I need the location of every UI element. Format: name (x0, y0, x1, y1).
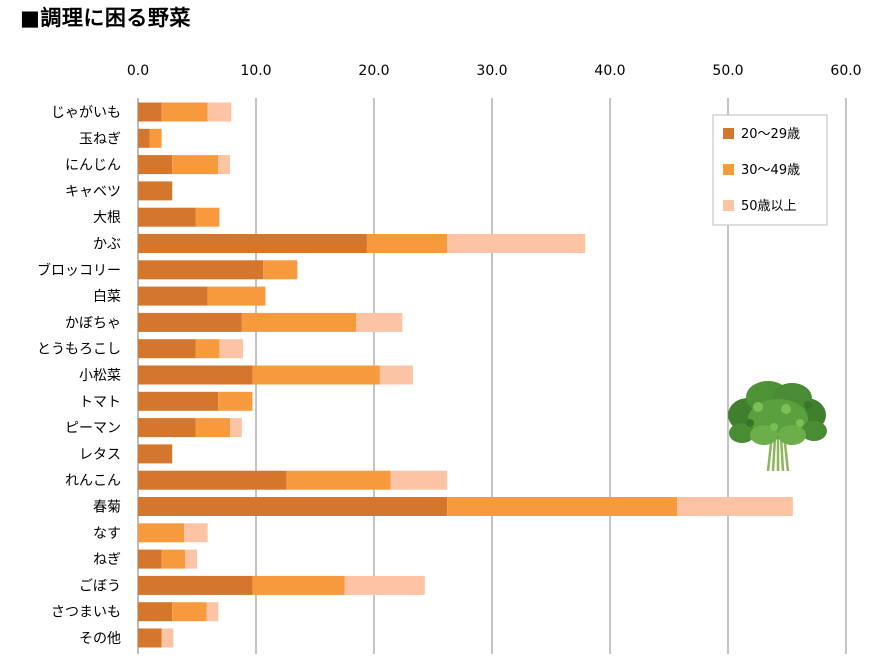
bar-segment-s1-c19 (172, 602, 207, 622)
category-label: ごぼう (79, 578, 121, 594)
bar-segment-s1-c18 (252, 575, 345, 595)
bar-segment-s0-c10 (138, 365, 253, 385)
category-label: とうもろこし (37, 342, 121, 358)
bar-segment-s1-c14 (286, 470, 391, 490)
category-label: かぼちゃ (65, 315, 121, 331)
x-tick-label: 10.0 (240, 63, 271, 79)
bar-segment-s1-c15 (447, 497, 678, 516)
legend-swatch (723, 128, 734, 139)
x-tick-label: 20.0 (358, 63, 389, 79)
category-label: ピーマン (65, 421, 121, 437)
bar-segment-s1-c9 (195, 339, 220, 359)
legend-label: 20～29歳 (741, 127, 800, 142)
bar-segment-s1-c16 (138, 523, 185, 543)
legend: 20～29歳 30～49歳 50歳以上 (712, 114, 828, 226)
bar-segment-s2-c14 (390, 470, 448, 490)
bar-segment-s0-c18 (138, 575, 253, 595)
category-label: レタス (79, 447, 121, 463)
bar-segment-s0-c7 (138, 286, 208, 306)
bar-segment-s1-c8 (241, 312, 357, 332)
legend-swatch (723, 164, 734, 175)
bar-segment-s1-c5 (366, 234, 448, 253)
bar-segment-s2-c10 (379, 365, 413, 385)
bar-segment-s0-c9 (138, 339, 196, 359)
bar-segment-s1-c10 (252, 365, 380, 385)
category-label: なす (93, 526, 121, 542)
bar-segment-s0-c11 (138, 391, 219, 411)
legend-label: 50歳以上 (741, 199, 797, 214)
bar-segment-s0-c4 (138, 207, 196, 227)
bar-segment-s2-c19 (206, 602, 219, 622)
bar-segment-s0-c20 (138, 628, 162, 648)
category-label: 白菜 (93, 289, 121, 305)
bar-segment-s0-c8 (138, 312, 242, 332)
x-tick-label: 0.0 (127, 63, 149, 79)
bar-segment-s1-c17 (161, 549, 186, 569)
category-label: じゃがいも (51, 105, 121, 121)
x-tick-label: 50.0 (712, 63, 743, 79)
x-tick-label: 40.0 (594, 63, 625, 79)
bar-segment-s0-c0 (138, 102, 162, 122)
shungiku-bunch-icon (728, 381, 827, 472)
legend-swatch (723, 200, 734, 211)
bar-segment-s0-c12 (138, 418, 196, 438)
bar-segment-s2-c0 (207, 102, 232, 122)
y-axis-labels: じゃがいも玉ねぎにんじんキャベツ大根かぶブロッコリー白菜かぼちゃとうもろこし小松… (37, 105, 121, 647)
bar-segment-s1-c1 (149, 128, 162, 148)
bar-segment-s2-c18 (344, 575, 425, 595)
bar-segment-s2-c17 (185, 549, 197, 569)
bar-segment-s1-c4 (195, 207, 220, 227)
category-label: さつまいも (51, 605, 121, 621)
bar-segment-s1-c0 (161, 102, 208, 122)
bar-segment-s2-c15 (677, 497, 793, 516)
bar-segment-s2-c2 (218, 155, 231, 175)
bar-segment-s2-c8 (356, 312, 403, 332)
category-label: かぶ (93, 237, 121, 253)
category-label: その他 (79, 631, 121, 647)
category-label: 小松菜 (79, 368, 121, 384)
bar-segment-s1-c7 (207, 286, 266, 306)
bar-segment-s2-c12 (230, 418, 242, 438)
category-label: 玉ねぎ (79, 131, 121, 147)
bar-segment-s0-c2 (138, 155, 173, 175)
category-label: にんじん (65, 158, 121, 174)
category-label: ねぎ (93, 552, 121, 568)
category-label: れんこん (65, 473, 121, 489)
bar-segment-s0-c13 (138, 444, 173, 464)
category-label: ブロッコリー (37, 262, 121, 279)
bar-segment-s1-c2 (172, 155, 219, 175)
category-label: 大根 (93, 210, 121, 226)
bar-segment-s0-c5 (138, 234, 367, 253)
bar-segment-s2-c5 (447, 234, 586, 253)
bar-segment-s2-c9 (219, 339, 244, 359)
bar-segment-s2-c20 (161, 628, 174, 648)
x-axis-ticks: 0.0 10.0 20.0 30.0 40.0 50.0 60.0 (127, 63, 862, 79)
bar-segment-s2-c16 (184, 523, 208, 543)
x-tick-label: 30.0 (476, 63, 507, 79)
bar-segment-s1-c6 (263, 260, 298, 280)
chart-title: ■調理に困る野菜 (20, 6, 191, 30)
bar-segment-s0-c6 (138, 260, 264, 280)
bar-segment-s1-c11 (218, 391, 253, 411)
bar-segment-s0-c15 (138, 497, 448, 516)
bar-segment-s0-c17 (138, 549, 162, 569)
bar-segment-s0-c3 (138, 181, 173, 201)
bar-segment-s0-c1 (138, 128, 150, 148)
bar-segment-s0-c19 (138, 602, 173, 622)
x-tick-label: 60.0 (830, 63, 861, 79)
bar-segment-s1-c12 (195, 418, 231, 438)
category-label: トマト (79, 394, 121, 410)
legend-label: 30～49歳 (741, 163, 800, 178)
category-label: 春菊 (93, 500, 121, 516)
bar-segment-s0-c14 (138, 470, 287, 490)
category-label: キャベツ (65, 184, 121, 200)
bar-layer (138, 102, 793, 648)
